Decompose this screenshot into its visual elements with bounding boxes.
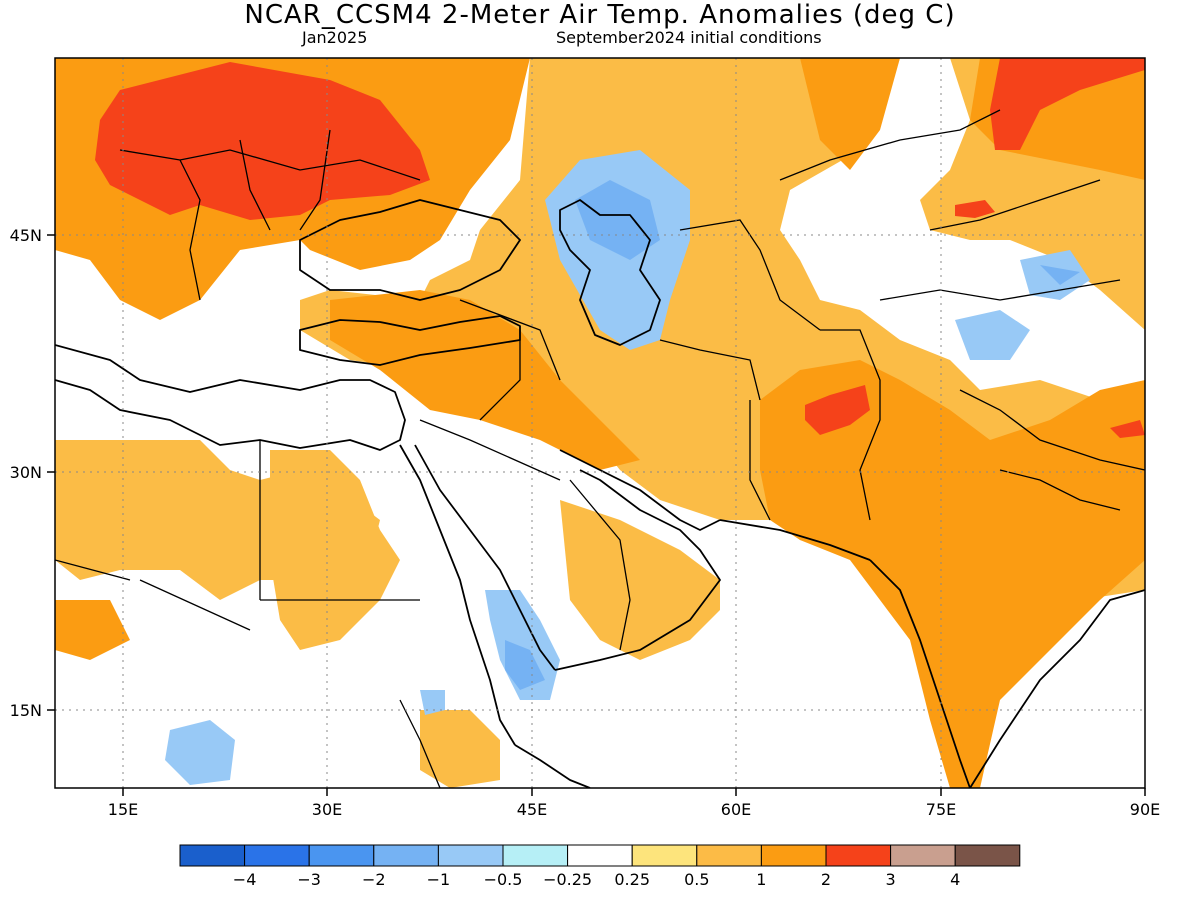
forecast-month: Jan2025 xyxy=(302,28,368,47)
colorbar-label: −1 xyxy=(427,870,451,889)
tick-marks xyxy=(47,234,1146,796)
lon-label-60e: 60E xyxy=(721,800,751,819)
lon-label-90e: 90E xyxy=(1130,800,1160,819)
colorbar-label: 4 xyxy=(950,870,960,889)
colorbar-swatch xyxy=(696,844,762,867)
colorbar-label: −2 xyxy=(362,870,386,889)
lon-label-75e: 75E xyxy=(926,800,956,819)
anomaly-shading xyxy=(55,58,1145,788)
colorbar-label: 2 xyxy=(821,870,831,889)
colorbar-swatch xyxy=(373,844,439,867)
map-title: NCAR_CCSM4 2-Meter Air Temp. Anomalies (… xyxy=(244,0,956,30)
colorbar-swatch xyxy=(244,844,310,867)
colorbar-label: −3 xyxy=(297,870,321,889)
colorbar-label: 1 xyxy=(756,870,766,889)
colorbar-label: −0.25 xyxy=(543,870,592,889)
coastlines xyxy=(55,199,1145,788)
colorbar-swatch xyxy=(890,844,956,867)
country-borders xyxy=(55,109,1145,788)
lat-labels: 15N 30N 45N xyxy=(10,226,42,720)
lon-labels: 15E 30E 45E 60E 75E 90E xyxy=(108,800,1160,819)
colorbar-label: −0.5 xyxy=(484,870,523,889)
lat-label-30n: 30N xyxy=(10,463,42,482)
colorbar-label: 0.25 xyxy=(614,870,650,889)
colorbar-swatch xyxy=(567,844,633,867)
colorbar-swatch xyxy=(760,844,827,867)
lon-label-45e: 45E xyxy=(517,800,547,819)
colorbar-swatch xyxy=(437,844,504,867)
colorbar-swatch xyxy=(308,844,375,867)
lon-label-30e: 30E xyxy=(312,800,342,819)
colorbar-label: 3 xyxy=(886,870,896,889)
lon-label-15e: 15E xyxy=(108,800,138,819)
colorbar-swatch xyxy=(631,844,698,867)
colorbar-swatch xyxy=(502,844,569,867)
colorbar-swatch xyxy=(954,844,1021,867)
gridlines xyxy=(55,58,1145,788)
plot-frame xyxy=(54,57,1146,789)
colorbar-swatch xyxy=(179,844,246,867)
lat-label-15n: 15N xyxy=(10,701,42,720)
initial-conditions: September2024 initial conditions xyxy=(556,28,822,47)
colorbar-label: −4 xyxy=(233,870,257,889)
lat-label-45n: 45N xyxy=(10,226,42,245)
colorbar: −4 −3 −2 −1 −0.5 −0.25 0.25 0.5 1 2 3 4 xyxy=(179,844,1021,889)
colorbar-swatch xyxy=(825,844,892,867)
colorbar-label: 0.5 xyxy=(684,870,709,889)
